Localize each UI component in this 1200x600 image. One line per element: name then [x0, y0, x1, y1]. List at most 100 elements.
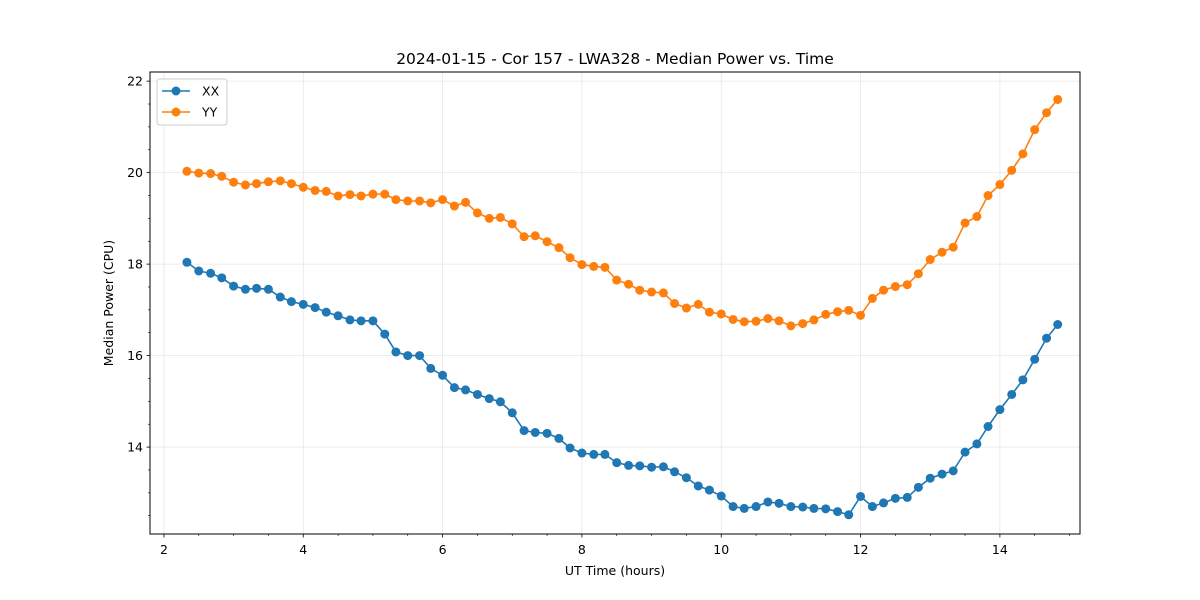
- data-point-xx: [960, 447, 970, 457]
- data-point-xx: [368, 316, 378, 326]
- data-point-xx: [240, 284, 250, 294]
- data-point-xx: [751, 502, 761, 512]
- data-point-yy: [867, 293, 877, 303]
- data-point-xx: [704, 485, 714, 495]
- data-point-yy: [1042, 108, 1052, 118]
- data-point-xx: [403, 351, 413, 361]
- data-point-yy: [693, 299, 703, 309]
- data-point-xx: [821, 504, 831, 514]
- data-point-yy: [751, 316, 761, 326]
- data-point-yy: [286, 179, 296, 189]
- data-point-yy: [670, 298, 680, 308]
- data-point-xx: [739, 503, 749, 513]
- data-point-xx: [182, 257, 192, 267]
- data-point-yy: [902, 280, 912, 290]
- ticks: 2 4 6 8 10 12 14 14 16 18 20 22: [127, 74, 1070, 557]
- data-point-yy: [449, 201, 459, 211]
- data-point-yy: [530, 231, 540, 241]
- x-axis-label: UT Time (hours): [565, 563, 665, 578]
- data-point-yy: [960, 218, 970, 228]
- data-point-yy: [426, 198, 436, 208]
- data-point-yy: [681, 303, 691, 313]
- data-point-yy: [298, 182, 308, 192]
- data-point-yy: [345, 190, 355, 200]
- data-point-yy: [635, 285, 645, 295]
- x-tick-label: 8: [578, 542, 586, 557]
- data-point-yy: [321, 186, 331, 196]
- series-layer: [182, 94, 1063, 520]
- data-point-xx: [252, 283, 262, 293]
- data-point-xx: [577, 448, 587, 458]
- data-point-yy: [728, 314, 738, 324]
- data-point-xx: [716, 491, 726, 501]
- series-line-yy: [186, 98, 1059, 327]
- x-tick-label: 10: [713, 542, 729, 557]
- data-point-xx: [229, 281, 239, 291]
- data-point-xx: [670, 467, 680, 477]
- data-point-xx: [519, 426, 529, 436]
- data-point-xx: [867, 502, 877, 512]
- data-point-xx: [681, 473, 691, 483]
- data-point-yy: [263, 177, 273, 187]
- data-point-xx: [879, 498, 889, 508]
- data-point-yy: [879, 285, 889, 295]
- y-tick-label: 22: [127, 74, 143, 89]
- data-point-xx: [844, 510, 854, 520]
- data-point-yy: [589, 261, 599, 271]
- data-point-yy: [217, 171, 227, 181]
- x-tick-label: 6: [439, 542, 447, 557]
- data-point-yy: [786, 321, 796, 331]
- data-point-xx: [1007, 389, 1017, 399]
- data-point-xx: [391, 347, 401, 357]
- legend-xx-marker: [171, 86, 181, 96]
- data-point-yy: [809, 315, 819, 325]
- data-point-xx: [589, 449, 599, 459]
- data-point-yy: [948, 242, 958, 252]
- data-point-yy: [240, 180, 250, 190]
- data-point-xx: [356, 316, 366, 326]
- data-point-yy: [194, 168, 204, 178]
- data-point-yy: [206, 169, 216, 179]
- data-point-yy: [565, 253, 575, 263]
- data-point-xx: [983, 422, 993, 432]
- data-point-yy: [647, 287, 657, 297]
- y-tick-label: 18: [127, 257, 143, 272]
- data-point-yy: [472, 208, 482, 218]
- data-point-xx: [902, 492, 912, 502]
- data-point-xx: [472, 389, 482, 399]
- y-tick-label: 20: [127, 165, 143, 180]
- data-point-xx: [925, 473, 935, 483]
- data-point-yy: [438, 195, 448, 205]
- data-point-yy: [484, 213, 494, 223]
- data-point-xx: [554, 433, 564, 443]
- data-point-yy: [1053, 94, 1063, 104]
- data-point-xx: [286, 297, 296, 307]
- data-point-yy: [333, 191, 343, 201]
- data-point-xx: [461, 385, 471, 395]
- data-point-xx: [1053, 319, 1063, 329]
- data-point-yy: [554, 243, 564, 253]
- y-tick-label: 16: [127, 348, 143, 363]
- data-point-yy: [1007, 165, 1017, 175]
- data-point-yy: [275, 176, 285, 186]
- data-point-yy: [983, 191, 993, 201]
- x-tick-label: 12: [853, 542, 869, 557]
- data-point-yy: [577, 260, 587, 270]
- data-point-xx: [206, 268, 216, 278]
- data-point-yy: [844, 305, 854, 315]
- data-point-xx: [310, 303, 320, 313]
- data-point-xx: [937, 469, 947, 479]
- data-point-yy: [833, 307, 843, 317]
- data-point-yy: [798, 319, 808, 329]
- data-point-xx: [612, 458, 622, 468]
- data-point-xx: [345, 315, 355, 325]
- data-point-xx: [217, 273, 227, 283]
- data-point-yy: [356, 191, 366, 201]
- legend: XX YY: [156, 78, 228, 126]
- data-point-xx: [415, 351, 425, 361]
- data-point-yy: [461, 197, 471, 207]
- data-point-yy: [391, 195, 401, 205]
- data-point-xx: [995, 405, 1005, 415]
- data-point-yy: [542, 237, 552, 247]
- data-point-xx: [856, 491, 866, 501]
